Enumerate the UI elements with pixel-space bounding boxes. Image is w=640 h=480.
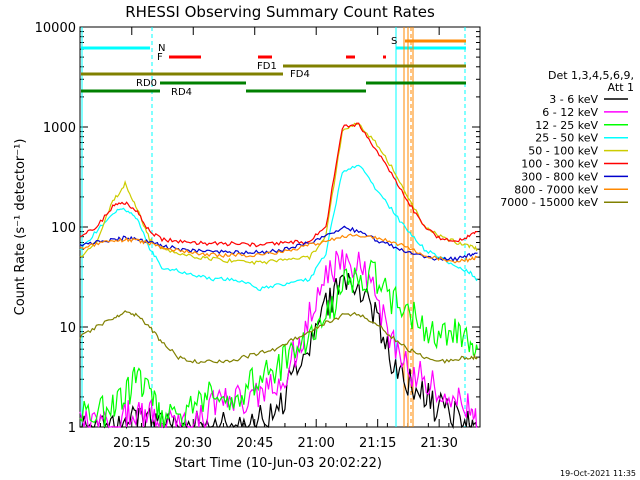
series-line-6-12keV (79, 249, 478, 429)
legend-entry-label: 100 - 300 keV (521, 158, 598, 171)
legend-entry-label: 7000 - 15000 keV (500, 196, 598, 209)
y-axis-label: Count Rate (s⁻¹ detector⁻¹) (13, 139, 28, 316)
flare-label: F (157, 52, 163, 63)
legend-header: Det 1,3,4,5,6,9, (548, 69, 634, 82)
footer-timestamp: 19-Oct-2021 11:35 (560, 469, 636, 478)
y-axis-ticks: 1 10 100 1000 10000 (35, 21, 480, 436)
x-tick-label: 20:45 (236, 436, 273, 451)
x-tick-label: 21:00 (297, 436, 334, 451)
fd1-label: FD1 (257, 61, 277, 72)
legend-entry-label: 6 - 12 keV (542, 106, 598, 119)
series-line-800-7000keV (79, 233, 478, 264)
x-axis-ticks: 20:15 20:30 20:45 21:00 21:15 21:30 (79, 27, 470, 451)
x-tick-label: 21:15 (359, 436, 396, 451)
y-tick-label: 10000 (35, 21, 76, 36)
legend-entry-label: 25 - 50 keV (535, 132, 598, 145)
observing-mode-annotations: NF S FD1 FD4 RD0 RD4 (81, 27, 466, 427)
series-line-25-50keV (79, 164, 478, 292)
legend-entry-label: 300 - 800 keV (521, 170, 598, 183)
legend-header: Att 1 (608, 81, 634, 94)
night-label: N (158, 43, 165, 54)
series-line-7000-15000keV (79, 310, 479, 365)
x-tick-label: 20:15 (113, 436, 150, 451)
rd0-label: RD0 (136, 78, 157, 89)
legend-entry-label: 12 - 25 keV (535, 119, 598, 132)
fd4-label: FD4 (290, 69, 310, 80)
rd4-label: RD4 (171, 87, 192, 98)
legend-entry-label: 3 - 6 keV (549, 93, 598, 106)
series-line-300-800keV (79, 225, 478, 262)
x-tick-label: 21:30 (420, 436, 457, 451)
y-tick-label: 100 (51, 221, 76, 236)
saa-label: S (391, 36, 397, 47)
legend-entry-label: 800 - 7000 keV (514, 183, 598, 196)
y-tick-label: 1 (68, 421, 76, 436)
legend-entry-label: 50 - 100 keV (528, 145, 598, 158)
series-line-12-25keV (79, 259, 479, 428)
chart-title: RHESSI Observing Summary Count Rates (125, 3, 435, 21)
x-tick-label: 20:30 (175, 436, 212, 451)
x-axis-label: Start Time (10-Jun-03 20:02:22) (174, 456, 382, 471)
y-tick-label: 1000 (43, 121, 76, 136)
series-lines (79, 122, 479, 430)
series-line-100-300keV (79, 122, 478, 248)
y-tick-label: 10 (59, 321, 76, 336)
